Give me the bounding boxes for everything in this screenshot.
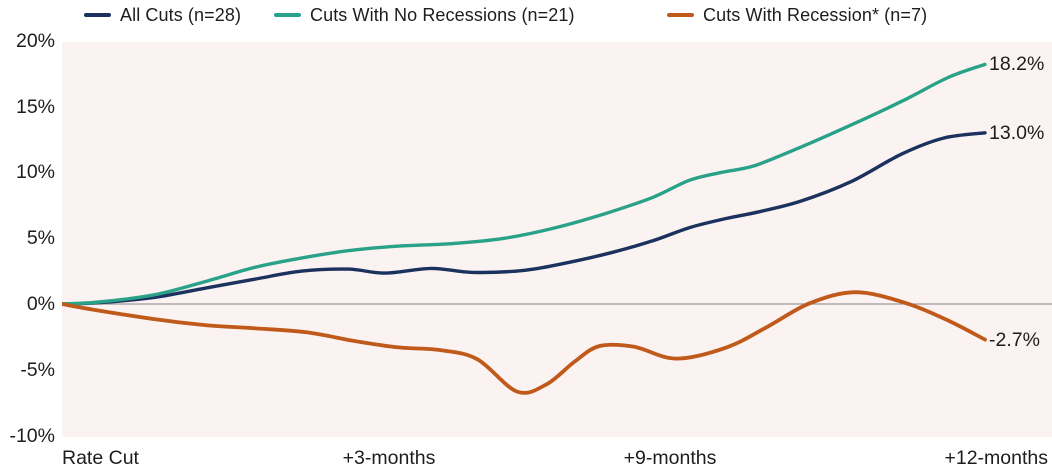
line-chart-svg [62, 62, 1052, 395]
x-axis-tick-label: +9-months [623, 447, 717, 466]
series-end-label: 13.0% [989, 121, 1045, 144]
legend-item-label: Cuts With Recession* (n=7) [703, 4, 928, 25]
legend-line-swatch-icon [274, 13, 301, 17]
y-axis-tick-label: 5% [26, 227, 55, 250]
legend-item-label: Cuts With No Recessions (n=21) [310, 4, 575, 25]
legend-line-swatch-icon [667, 13, 694, 17]
y-axis-tick-label: 15% [15, 95, 55, 118]
series-end-label: -2.7% [989, 328, 1040, 351]
legend-item: Cuts With No Recessions (n=21) [274, 3, 575, 27]
y-axis-tick-label: -5% [20, 358, 55, 381]
legend-line-swatch-icon [84, 13, 111, 17]
legend-item: Cuts With Recession* (n=7) [667, 3, 927, 27]
legend-item-label: All Cuts (n=28) [120, 4, 242, 25]
plot-area [62, 42, 1052, 437]
x-axis-tick-label: Rate Cut [62, 447, 139, 466]
series-line-2 [62, 290, 987, 395]
y-axis-tick-label: -10% [9, 424, 55, 447]
legend-item: All Cuts (n=28) [84, 3, 241, 27]
series-line-1 [62, 62, 987, 306]
x-axis-tick-label: +12-months [944, 447, 1048, 466]
series-line-0 [62, 131, 987, 306]
y-axis-tick-label: 20% [15, 29, 55, 52]
x-axis-tick-label: +3-months [342, 447, 436, 466]
series-end-label: 18.2% [989, 53, 1045, 76]
y-axis-tick-label: 0% [26, 293, 55, 315]
y-axis-tick-label: 10% [15, 161, 55, 184]
